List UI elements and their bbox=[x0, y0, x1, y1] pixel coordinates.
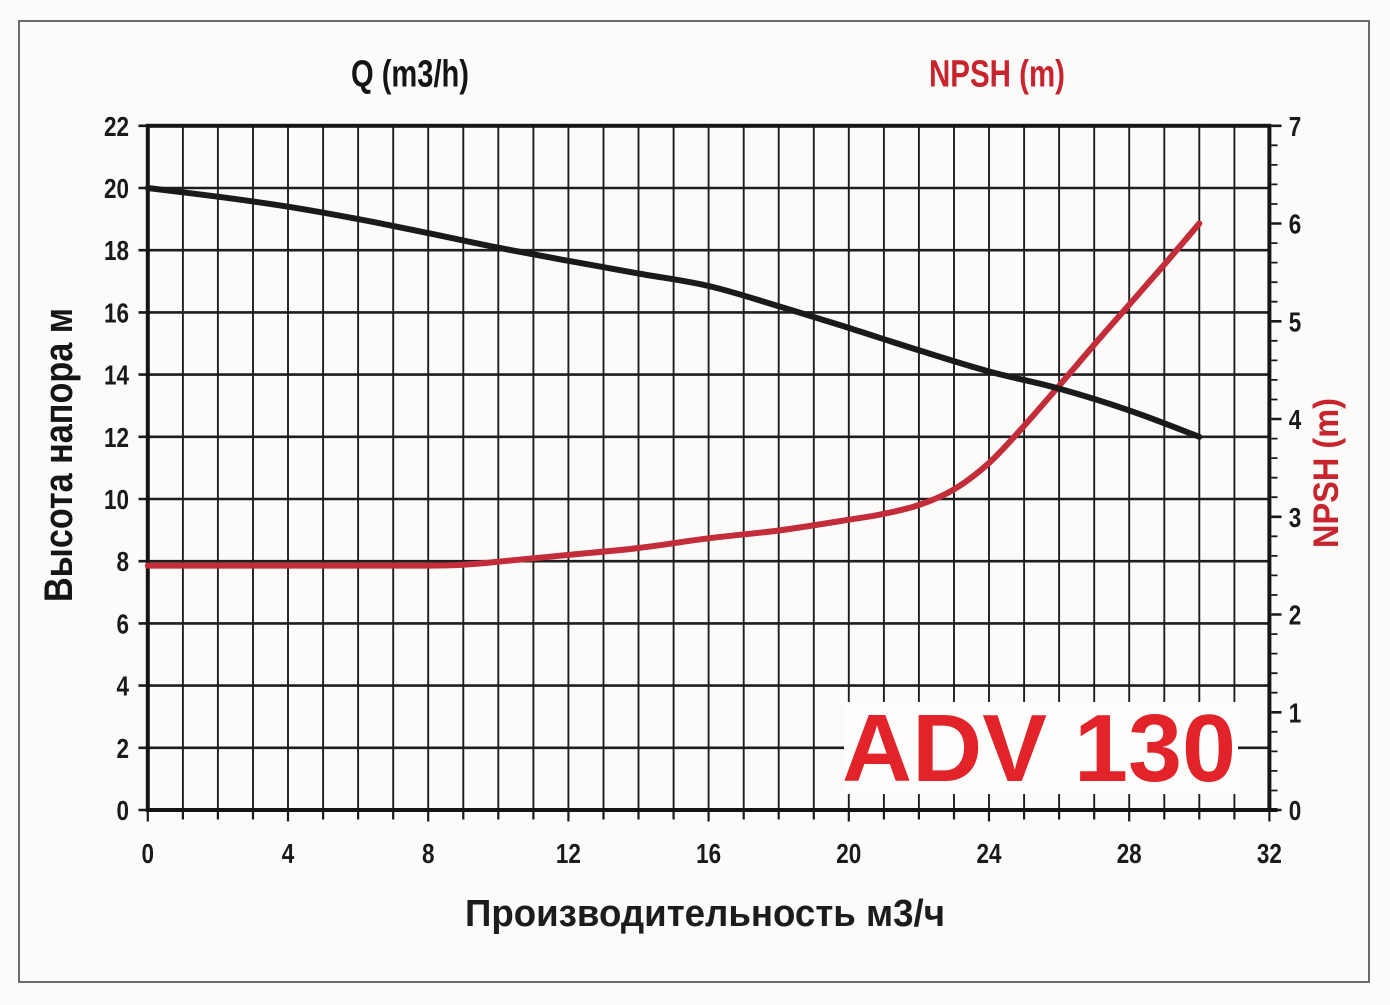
svg-text:16: 16 bbox=[696, 838, 721, 869]
svg-text:2: 2 bbox=[1289, 600, 1302, 631]
svg-text:Высота напора м: Высота напора м bbox=[37, 308, 81, 602]
svg-text:24: 24 bbox=[977, 838, 1002, 869]
svg-text:0: 0 bbox=[1289, 795, 1302, 826]
svg-text:12: 12 bbox=[556, 838, 581, 869]
svg-text:16: 16 bbox=[104, 297, 129, 328]
svg-text:14: 14 bbox=[104, 360, 129, 391]
svg-text:8: 8 bbox=[117, 546, 130, 577]
svg-text:20: 20 bbox=[104, 173, 129, 204]
svg-text:20: 20 bbox=[836, 838, 861, 869]
svg-text:4: 4 bbox=[1289, 404, 1302, 435]
svg-text:0: 0 bbox=[117, 795, 130, 826]
svg-text:22: 22 bbox=[104, 111, 129, 142]
svg-text:1: 1 bbox=[1289, 697, 1302, 728]
svg-text:8: 8 bbox=[422, 838, 435, 869]
svg-text:NPSH (m): NPSH (m) bbox=[929, 54, 1065, 96]
svg-text:10: 10 bbox=[104, 484, 129, 515]
svg-text:NPSH (m): NPSH (m) bbox=[1307, 398, 1346, 548]
svg-text:Производительность м3/ч: Производительность м3/ч bbox=[465, 893, 945, 935]
svg-text:4: 4 bbox=[282, 838, 295, 869]
svg-text:3: 3 bbox=[1289, 502, 1302, 533]
svg-text:7: 7 bbox=[1289, 111, 1302, 142]
svg-text:2: 2 bbox=[117, 733, 130, 764]
svg-text:0: 0 bbox=[142, 838, 155, 869]
svg-text:4: 4 bbox=[117, 671, 130, 702]
svg-text:6: 6 bbox=[117, 608, 130, 639]
svg-text:32: 32 bbox=[1257, 838, 1282, 869]
svg-text:28: 28 bbox=[1117, 838, 1142, 869]
svg-text:6: 6 bbox=[1289, 209, 1302, 240]
svg-text:Q (m3/h): Q (m3/h) bbox=[351, 54, 469, 96]
svg-text:5: 5 bbox=[1289, 306, 1302, 337]
svg-text:12: 12 bbox=[104, 422, 129, 453]
svg-text:ADV 130: ADV 130 bbox=[842, 695, 1236, 802]
svg-text:18: 18 bbox=[104, 235, 129, 266]
